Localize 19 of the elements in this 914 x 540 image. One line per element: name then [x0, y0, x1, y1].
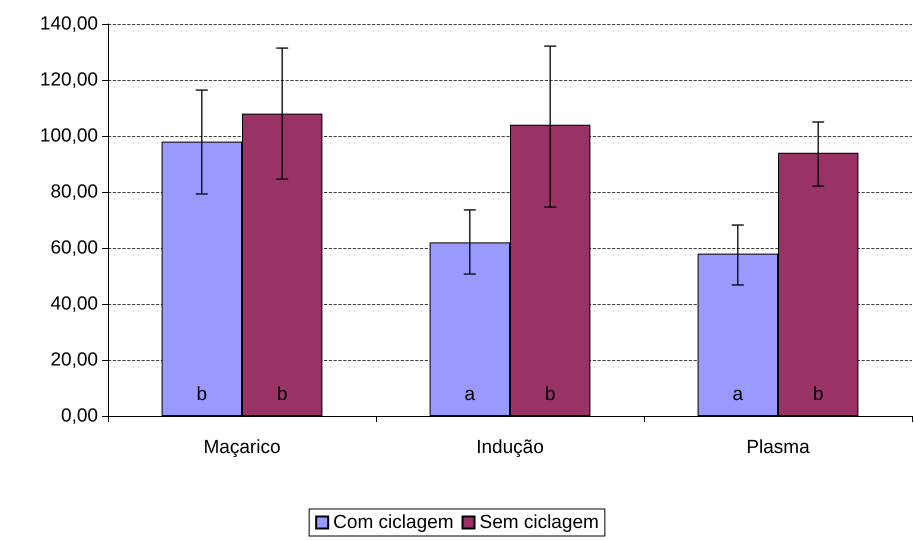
y-tick-label: 20,00 — [50, 350, 98, 370]
legend-label: Sem ciclagem — [480, 512, 599, 533]
x-tick-label: Maçarico — [203, 437, 281, 458]
y-tick-label: 0,00 — [61, 406, 98, 426]
legend-label: Com ciclagem — [333, 512, 454, 533]
data-label: b — [276, 384, 288, 405]
data-label: b — [544, 384, 556, 405]
data-label: a — [732, 384, 744, 405]
data-label: b — [196, 384, 208, 405]
y-tick-label: 120,00 — [40, 70, 98, 90]
y-tick-label: 100,00 — [40, 126, 98, 146]
data-label: a — [464, 384, 476, 405]
y-tick-label: 140,00 — [40, 14, 98, 34]
data-label: b — [812, 384, 824, 405]
y-tick-label: 40,00 — [50, 294, 98, 314]
y-tick-label: 80,00 — [50, 182, 98, 202]
x-tick-label: Indução — [476, 437, 544, 458]
y-tick-label: 60,00 — [50, 238, 98, 258]
x-tick-label: Plasma — [746, 437, 810, 458]
